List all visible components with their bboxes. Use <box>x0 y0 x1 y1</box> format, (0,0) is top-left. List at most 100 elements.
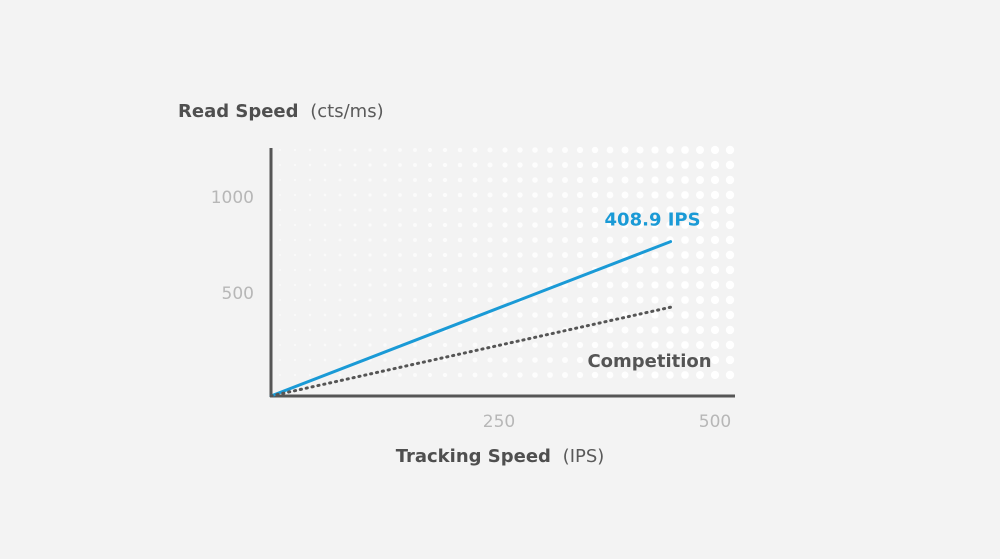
background-dot <box>457 252 463 258</box>
y-tick-label-500: 500 <box>222 284 254 304</box>
x-tick-label-500: 500 <box>699 412 731 432</box>
background-dot <box>532 327 538 333</box>
background-dot <box>517 267 523 273</box>
background-dot <box>636 236 644 244</box>
background-dot <box>427 207 433 213</box>
background-dot <box>591 236 599 244</box>
background-dot <box>532 282 538 288</box>
background-dot <box>293 298 297 302</box>
background-dot <box>457 162 463 168</box>
background-dot <box>606 281 614 289</box>
background-dot <box>606 356 614 364</box>
background-dot <box>636 191 644 199</box>
background-dot <box>576 251 584 259</box>
background-dot <box>591 281 599 289</box>
background-dot <box>398 328 402 332</box>
background-dot <box>308 178 312 182</box>
background-dot <box>502 297 508 303</box>
background-dot <box>457 267 463 273</box>
background-dot <box>606 221 614 229</box>
background-dot <box>279 344 281 346</box>
background-dot <box>606 191 614 199</box>
background-dot <box>353 253 357 257</box>
series-label-408-9-ips: 408.9 IPS <box>605 210 701 231</box>
background-dot <box>681 191 689 199</box>
background-dot <box>383 313 387 317</box>
background-dot <box>576 311 584 319</box>
background-dot <box>576 341 584 349</box>
background-dot <box>681 266 689 274</box>
background-dot <box>368 163 372 167</box>
background-dot <box>547 312 553 318</box>
background-dot <box>293 163 297 167</box>
background-dot <box>725 205 735 215</box>
background-dot <box>725 325 735 335</box>
background-dot <box>338 253 342 257</box>
background-dot <box>398 193 402 197</box>
background-dot <box>502 282 508 288</box>
background-dot <box>606 161 614 169</box>
background-dot <box>576 191 584 199</box>
background-dot <box>308 358 312 362</box>
background-dot <box>517 147 523 153</box>
background-dot <box>487 237 493 243</box>
background-dot <box>666 161 674 169</box>
background-dot <box>427 252 433 258</box>
background-dot <box>621 356 629 364</box>
background-dot <box>353 238 357 242</box>
background-dot <box>710 355 720 365</box>
background-dot <box>576 206 584 214</box>
background-dot <box>636 206 644 214</box>
background-dot <box>621 251 629 259</box>
background-dot <box>561 251 569 259</box>
background-dot <box>666 326 674 334</box>
background-dot <box>472 222 478 228</box>
background-dot <box>338 298 342 302</box>
background-dot <box>442 357 448 363</box>
background-dot <box>725 175 735 185</box>
background-dot <box>427 237 433 243</box>
background-dot <box>547 297 553 303</box>
background-dot <box>591 221 599 229</box>
background-dot <box>591 176 599 184</box>
background-dot <box>487 147 493 153</box>
background-dot <box>696 311 704 319</box>
background-dot <box>710 280 720 290</box>
background-dot <box>532 162 538 168</box>
background-dot <box>427 192 433 198</box>
background-dot <box>591 206 599 214</box>
background-dot <box>621 341 629 349</box>
series-label-competition: Competition <box>587 351 711 372</box>
background-dot <box>383 373 387 377</box>
background-dot <box>666 266 674 274</box>
background-dot <box>532 312 538 318</box>
background-dot <box>413 193 417 197</box>
background-dot <box>696 191 704 199</box>
background-dot <box>442 342 448 348</box>
background-dot <box>576 176 584 184</box>
background-dot <box>547 192 553 198</box>
background-dot <box>323 328 327 332</box>
background-dot <box>696 371 704 379</box>
background-dot <box>308 148 312 152</box>
background-dot <box>517 357 523 363</box>
background-dot <box>621 176 629 184</box>
background-dot <box>368 343 372 347</box>
background-dot <box>442 267 448 273</box>
background-dot <box>279 254 281 256</box>
background-dot <box>710 175 720 185</box>
background-dot <box>487 357 493 363</box>
background-dot <box>398 253 402 257</box>
background-dot <box>591 146 599 154</box>
background-dot <box>308 208 312 212</box>
background-dot <box>279 194 281 196</box>
background-dot <box>681 296 689 304</box>
background-dot <box>666 221 674 229</box>
background-dot <box>427 282 433 288</box>
background-dot <box>621 161 629 169</box>
background-dot <box>651 281 659 289</box>
background-dot <box>338 313 342 317</box>
background-dot <box>487 207 493 213</box>
background-dot <box>532 177 538 183</box>
background-dot <box>383 163 387 167</box>
